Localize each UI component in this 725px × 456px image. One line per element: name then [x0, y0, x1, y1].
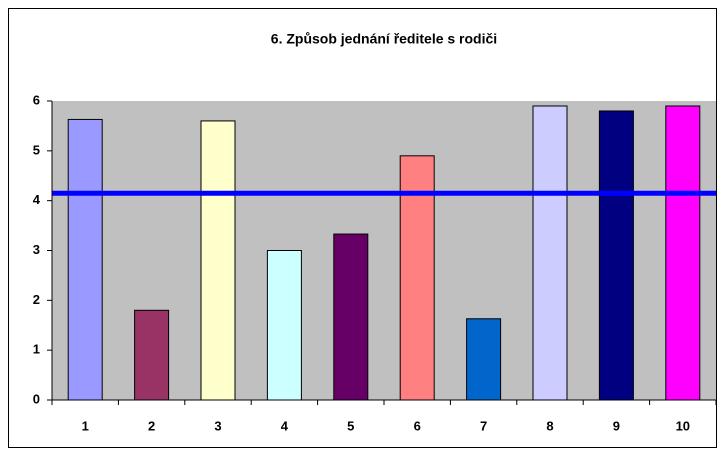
bar — [665, 105, 701, 401]
x-tick-label: 5 — [347, 418, 354, 433]
y-tick-label: 3 — [33, 242, 40, 257]
y-tick-label: 5 — [33, 142, 40, 157]
y-tick-label: 1 — [33, 342, 40, 357]
x-tick-label: 8 — [546, 418, 553, 433]
bar — [466, 318, 502, 401]
bar — [333, 233, 369, 401]
bar — [67, 118, 103, 401]
x-tick-label: 10 — [676, 418, 690, 433]
bar — [200, 120, 236, 401]
y-tick-label: 4 — [33, 192, 41, 207]
x-tick-label: 4 — [281, 418, 289, 433]
bar — [532, 105, 568, 401]
y-tick-label: 2 — [33, 292, 40, 307]
bar — [598, 110, 634, 401]
x-tick-label: 6 — [414, 418, 421, 433]
x-tick-label: 3 — [214, 418, 221, 433]
y-tick-label: 6 — [33, 92, 40, 107]
bar — [399, 155, 435, 401]
y-tick-label: 0 — [33, 391, 40, 406]
bar — [134, 309, 170, 401]
bar — [266, 250, 302, 401]
x-tick-label: 2 — [148, 418, 155, 433]
x-tick-label: 7 — [480, 418, 487, 433]
x-tick-label: 9 — [613, 418, 620, 433]
chart-title: 6. Způsob jednání ředitele s rodiči — [271, 31, 497, 47]
x-tick-label: 1 — [82, 418, 89, 433]
